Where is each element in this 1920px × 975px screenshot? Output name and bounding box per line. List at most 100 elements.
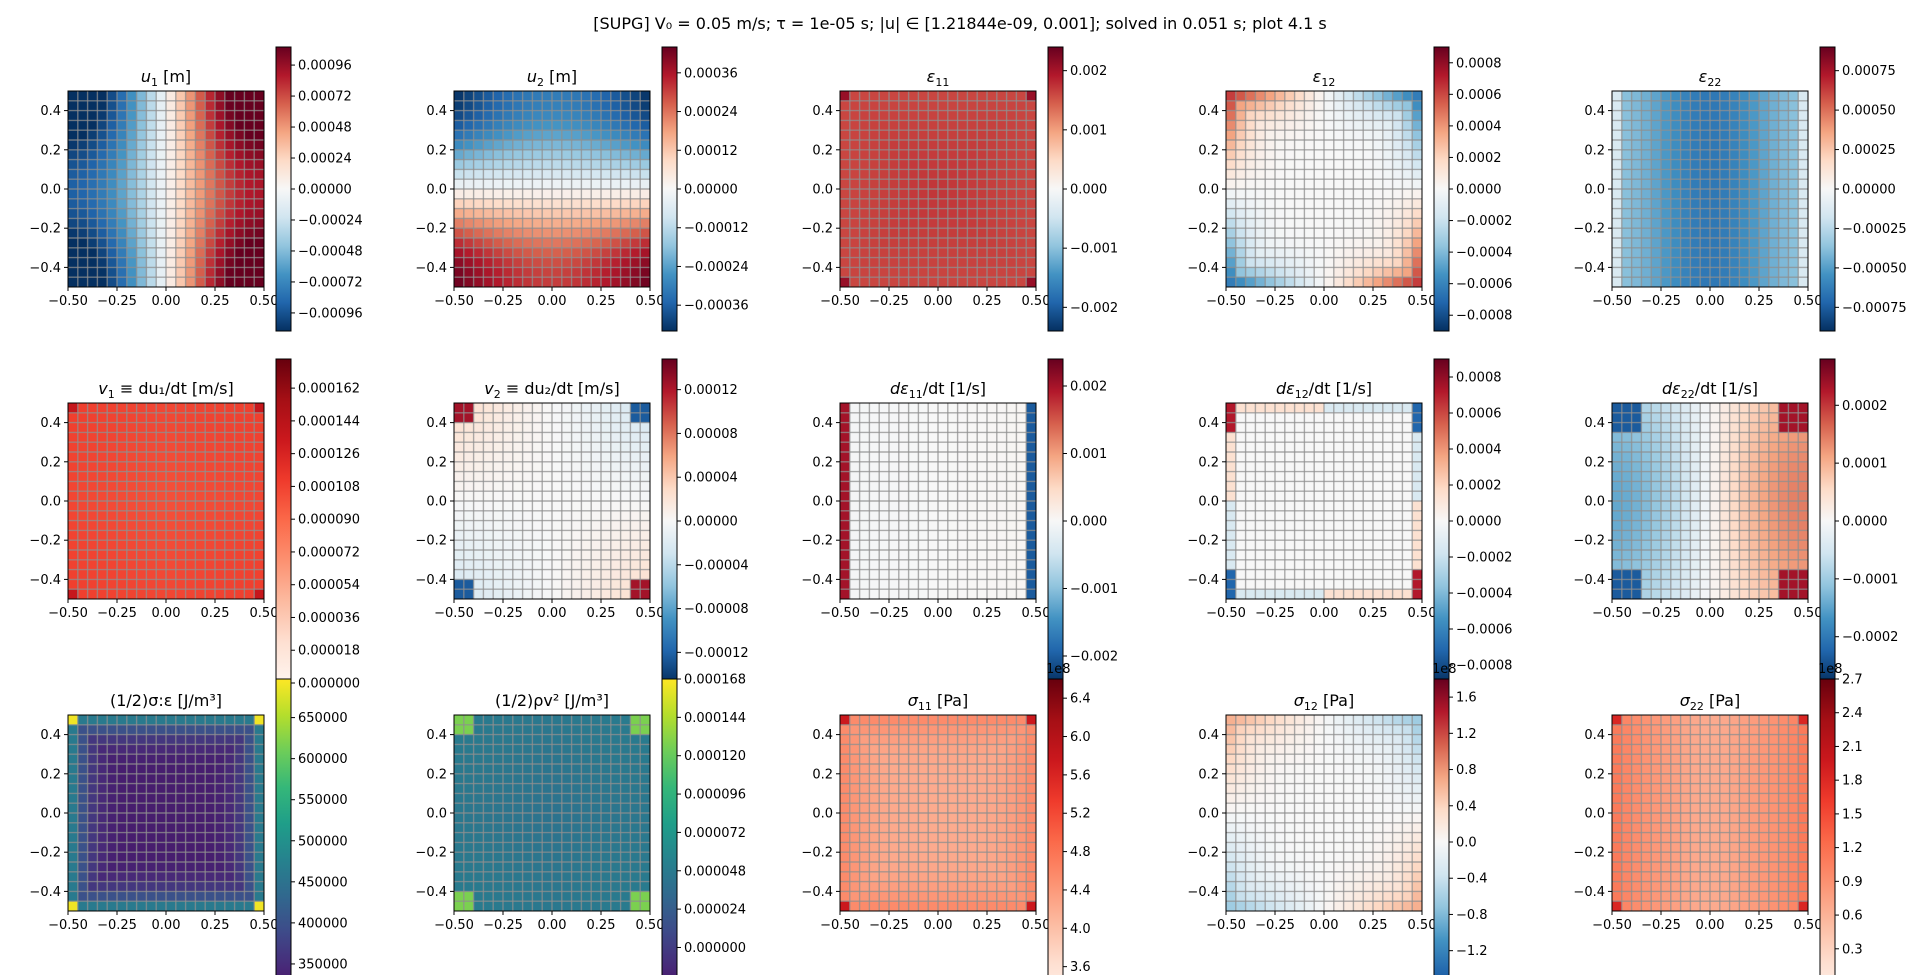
heatmap-cell [1294, 471, 1305, 482]
heatmap-cell [1373, 110, 1384, 121]
heatmap-cell [493, 589, 504, 600]
heatmap-cell [215, 198, 226, 209]
x-tick-label: −0.25 [483, 606, 523, 621]
heatmap-cell [581, 277, 592, 288]
heatmap-cell [97, 100, 108, 111]
heatmap-cell [1690, 257, 1701, 268]
heatmap-cell [77, 724, 88, 735]
heatmap-cell [957, 432, 968, 443]
heatmap-cell [610, 257, 621, 268]
heatmap-cell [1641, 169, 1652, 180]
heatmap-cell [1651, 267, 1662, 278]
heatmap-cell [1729, 228, 1740, 239]
heatmap-cell [1661, 442, 1672, 453]
heatmap-cell [1255, 179, 1266, 190]
heatmap-cell [1768, 412, 1779, 423]
heatmap-cell [1324, 91, 1335, 102]
heatmap-cell [1729, 149, 1740, 160]
heatmap-cell [205, 491, 216, 502]
heatmap-cell [1700, 198, 1711, 209]
colorbar-tick-label: −0.00004 [684, 558, 749, 573]
heatmap-cell [542, 100, 553, 111]
heatmap-cell [1402, 110, 1413, 121]
heatmap-cell [630, 569, 641, 580]
heatmap-cell [918, 530, 929, 541]
heatmap-cell [1016, 228, 1027, 239]
heatmap-cell [1768, 501, 1779, 512]
heatmap-cell [107, 520, 118, 531]
heatmap-cell [185, 530, 196, 541]
heatmap-cell [889, 442, 900, 453]
heatmap-cell [215, 189, 226, 200]
heatmap-cell [195, 803, 206, 814]
heatmap-cell [87, 589, 98, 600]
heatmap-cell [463, 550, 474, 561]
heatmap-cell [967, 559, 978, 570]
heatmap-cell [581, 461, 592, 472]
heatmap-cell [1226, 412, 1237, 423]
heatmap-cell [1343, 589, 1354, 600]
heatmap-cell [532, 481, 543, 492]
heatmap-cell [1314, 228, 1325, 239]
heatmap-cell [1373, 120, 1384, 131]
heatmap-cell [840, 432, 851, 443]
heatmap-cell [1670, 510, 1681, 521]
heatmap-cell [542, 277, 553, 288]
heatmap-cell [1710, 530, 1721, 541]
heatmap-cell [1749, 432, 1760, 443]
heatmap-cell [1006, 540, 1017, 551]
heatmap-cell [1749, 208, 1760, 219]
heatmap-cells [1612, 403, 1809, 600]
heatmap-cell [938, 559, 949, 570]
colorbar-tick-label: −0.00072 [298, 275, 363, 290]
heatmap-cell [1749, 198, 1760, 209]
heatmap-cell [1392, 510, 1403, 521]
heatmap-cell [552, 91, 563, 102]
heatmap-cell [620, 179, 631, 190]
heatmap-cell [561, 238, 572, 249]
heatmap-cell [87, 247, 98, 258]
heatmap-cell [1324, 501, 1335, 512]
heatmap-cell [1353, 169, 1364, 180]
heatmap-cell [1710, 550, 1721, 561]
heatmap-cell [571, 208, 582, 219]
heatmap-cell [1304, 579, 1315, 590]
heatmap-cell [1661, 120, 1672, 131]
heatmap-cell [889, 91, 900, 102]
heatmap-cell [1006, 422, 1017, 433]
heatmap-cell [1798, 452, 1809, 463]
heatmap-cell [463, 559, 474, 570]
heatmap-cell [483, 422, 494, 433]
panel-title: ε22 [1699, 67, 1722, 89]
heatmap-cell [254, 189, 265, 200]
heatmap-cell [87, 461, 98, 472]
heatmap-cell [1343, 501, 1354, 512]
heatmap-cell [947, 120, 958, 131]
heatmap-cell [1670, 481, 1681, 492]
heatmap-cell [840, 422, 851, 433]
heatmap-cell [1275, 257, 1286, 268]
heatmap-cell [136, 559, 147, 570]
heatmap-cell [107, 589, 118, 600]
heatmap-cell [454, 461, 465, 472]
heatmap-cell [215, 510, 226, 521]
heatmap-cell [561, 569, 572, 580]
heatmap-cell [1661, 247, 1672, 258]
heatmap-cell [224, 403, 235, 414]
heatmap-cell [1402, 530, 1413, 541]
heatmap-cell [185, 724, 196, 735]
heatmap-cell [136, 159, 147, 170]
heatmap-cell [938, 218, 949, 229]
colorbar-tick-label: 0.0004 [1456, 443, 1502, 458]
heatmap-cell [1226, 140, 1237, 151]
heatmap-cell [493, 530, 504, 541]
heatmap-cell [215, 257, 226, 268]
heatmap-cell [215, 228, 226, 239]
heatmap-cell [1392, 550, 1403, 561]
heatmap-cell [195, 724, 206, 735]
heatmap-cell [1026, 120, 1037, 131]
heatmap-cell [1749, 412, 1760, 423]
heatmap-cell [1788, 130, 1799, 141]
heatmap-cell [1768, 247, 1779, 258]
heatmap-cell [1275, 412, 1286, 423]
